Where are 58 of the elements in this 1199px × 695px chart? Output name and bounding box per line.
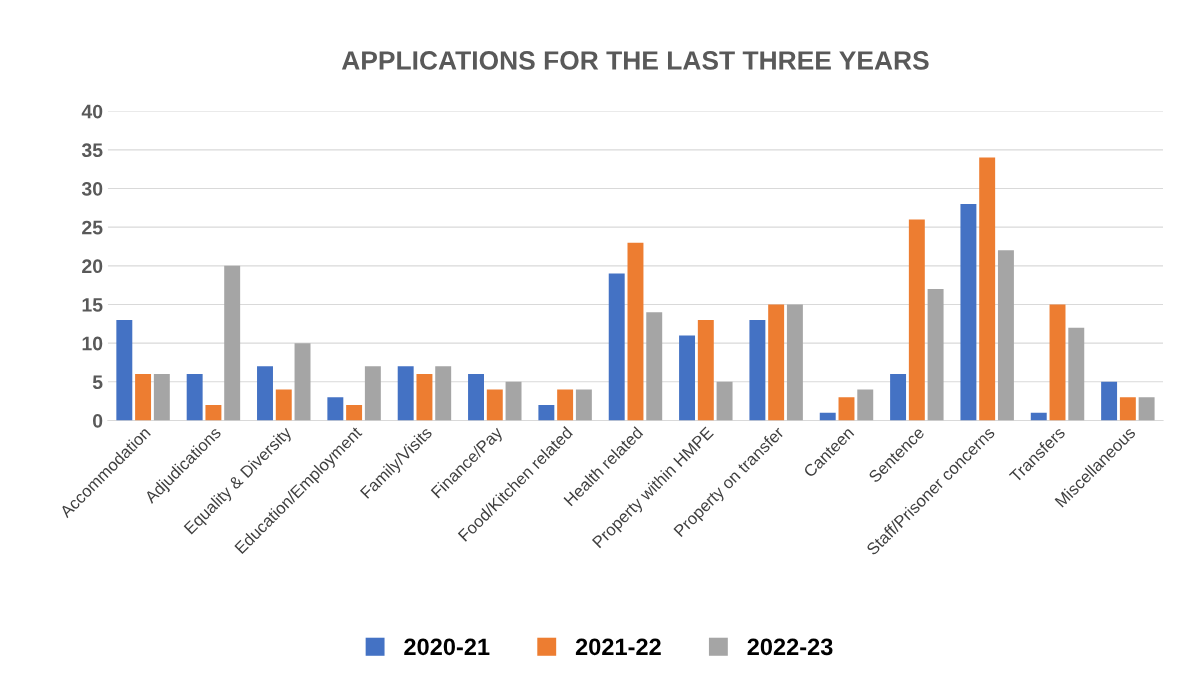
bar xyxy=(186,374,203,421)
y-tick-label: 40 xyxy=(81,104,103,119)
bar xyxy=(786,304,803,421)
bar xyxy=(505,381,522,421)
y-tick-label: 35 xyxy=(81,143,103,158)
y-tick-label: 10 xyxy=(82,336,103,351)
bar xyxy=(557,389,574,421)
bar xyxy=(908,219,925,421)
bar xyxy=(346,405,363,421)
bar xyxy=(997,250,1014,421)
bar xyxy=(679,335,696,421)
bar xyxy=(1068,327,1085,421)
bar xyxy=(468,374,484,421)
bar xyxy=(627,242,644,421)
y-tick-label: 0 xyxy=(93,413,103,428)
y-tick-label: 25 xyxy=(82,220,103,235)
bar xyxy=(749,319,766,421)
bar xyxy=(275,389,292,421)
bar xyxy=(135,374,152,421)
bar xyxy=(768,304,785,421)
bar xyxy=(1119,397,1136,421)
bar xyxy=(257,366,273,421)
bar xyxy=(1030,412,1047,421)
bar xyxy=(397,366,414,421)
bar xyxy=(927,289,944,421)
bar xyxy=(205,405,222,421)
bar xyxy=(1049,304,1066,421)
y-tick-label: 5 xyxy=(92,375,103,390)
legend-label: 2021-22 xyxy=(575,638,661,656)
chart-title: APPLICATIONS FOR THE LAST THREE YEARS xyxy=(341,51,929,70)
bar xyxy=(857,389,874,421)
bar xyxy=(416,374,433,421)
bar xyxy=(890,374,907,421)
bar xyxy=(486,389,503,421)
bar xyxy=(575,389,592,421)
bar xyxy=(538,405,555,421)
bar xyxy=(294,343,311,421)
bar xyxy=(364,366,381,421)
bar xyxy=(224,265,241,421)
y-tick-label: 30 xyxy=(81,181,103,196)
bar xyxy=(1138,397,1155,421)
legend-label: 2022-23 xyxy=(747,638,833,656)
y-tick-label: 15 xyxy=(82,298,103,312)
bar xyxy=(646,312,663,421)
y-tick-label: 20 xyxy=(82,259,103,274)
bar xyxy=(116,319,133,421)
bar xyxy=(960,203,977,421)
bar xyxy=(819,412,836,421)
bar xyxy=(697,319,714,421)
bar xyxy=(435,366,452,421)
bar xyxy=(1101,381,1118,421)
bar xyxy=(716,381,733,421)
bar xyxy=(838,397,855,421)
bar xyxy=(153,374,170,421)
bar xyxy=(327,397,344,421)
legend-label: 2020-21 xyxy=(404,638,490,656)
bar xyxy=(979,157,996,421)
bar xyxy=(608,273,625,421)
